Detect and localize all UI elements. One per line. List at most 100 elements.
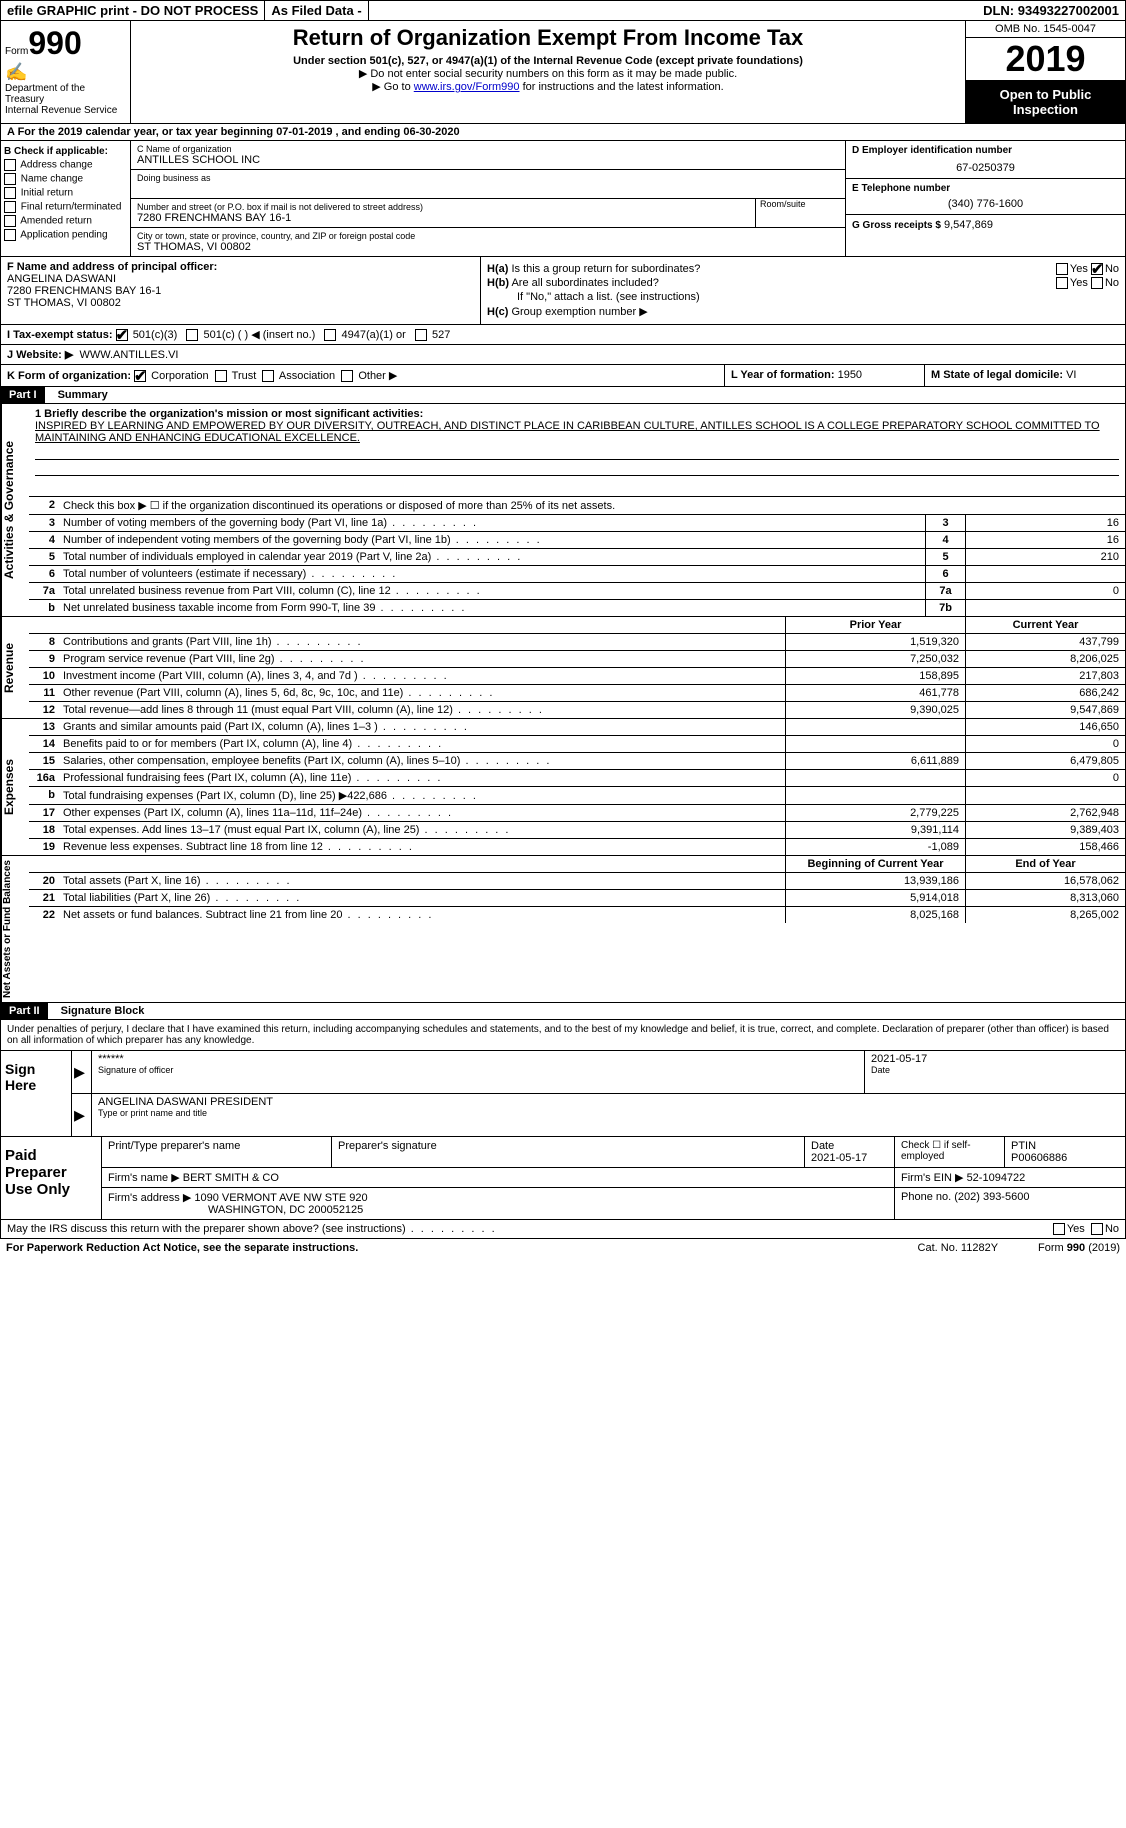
line-num: 15 <box>29 753 59 769</box>
discuss-no[interactable] <box>1091 1223 1103 1235</box>
cb-501c[interactable] <box>186 329 198 341</box>
part2-label: Part II <box>1 1003 48 1019</box>
ha-yes[interactable] <box>1056 263 1068 275</box>
line-desc: Professional fundraising fees (Part IX, … <box>59 770 785 786</box>
gross-value: 9,547,869 <box>944 219 993 231</box>
ha-no[interactable] <box>1091 263 1103 275</box>
line-desc: Investment income (Part VIII, column (A)… <box>59 668 785 684</box>
note2-pre: ▶ Go to <box>372 81 413 93</box>
discuss-yes[interactable] <box>1053 1223 1065 1235</box>
form-word: Form <box>5 46 28 57</box>
paid-preparer-block: Paid Preparer Use Only Print/Type prepar… <box>0 1137 1126 1220</box>
line-num: 12 <box>29 702 59 718</box>
current-val: 8,206,025 <box>965 651 1125 667</box>
cb-other[interactable] <box>341 370 353 382</box>
line-box: 4 <box>925 532 965 548</box>
line-box: 7b <box>925 600 965 616</box>
cb-527[interactable] <box>415 329 427 341</box>
dln-value: 93493227002001 <box>1018 3 1119 18</box>
hb-no[interactable] <box>1091 277 1103 289</box>
part2-header-row: Part II Signature Block <box>0 1003 1126 1020</box>
street-label: Number and street (or P.O. box if mail i… <box>137 202 755 212</box>
open-inspection: Open to Public Inspection <box>966 81 1125 123</box>
firm-addr1: 1090 VERMONT AVE NW STE 920 <box>194 1192 367 1204</box>
line-val: 210 <box>965 549 1125 565</box>
header-left: Form990 ✍ Department of the Treasury Int… <box>1 21 131 123</box>
summary-gov: Activities & Governance 1 Briefly descri… <box>0 404 1126 617</box>
tax-year: 2019 <box>966 38 1125 81</box>
cb-amended[interactable]: Amended return <box>4 215 127 227</box>
gross-label: G Gross receipts $ <box>852 220 941 231</box>
line-val: 16 <box>965 532 1125 548</box>
line-num: 20 <box>29 873 59 889</box>
hb-yes[interactable] <box>1056 277 1068 289</box>
form-subtitle: Under section 501(c), 527, or 4947(a)(1)… <box>135 55 961 67</box>
col-prior: Prior Year <box>785 617 965 633</box>
pointer-icon: ▸ <box>72 1051 92 1093</box>
paid-preparer: Paid Preparer Use Only <box>1 1137 101 1219</box>
prior-val: 461,778 <box>785 685 965 701</box>
cb-address[interactable]: Address change <box>4 159 127 171</box>
sig-officer-label: Signature of officer <box>98 1065 858 1075</box>
fh-row: F Name and address of principal officer:… <box>0 257 1126 325</box>
header-center: Return of Organization Exempt From Incom… <box>131 21 965 123</box>
line-num: 7a <box>29 583 59 599</box>
paperwork: For Paperwork Reduction Act Notice, see … <box>6 1242 358 1254</box>
firm-name-label: Firm's name ▶ <box>108 1172 180 1184</box>
irs-link[interactable]: www.irs.gov/Form990 <box>414 81 520 93</box>
line-desc: Total expenses. Add lines 13–17 (must eq… <box>59 822 785 838</box>
cb-name-label: Name change <box>21 174 83 185</box>
current-val: 217,803 <box>965 668 1125 684</box>
current-val: 0 <box>965 770 1125 786</box>
line-num: 5 <box>29 549 59 565</box>
ssn-note: ▶ Do not enter social security numbers o… <box>135 67 961 80</box>
line-desc: Number of voting members of the governin… <box>59 515 925 531</box>
cb-pending-label: Application pending <box>20 230 107 241</box>
dln-label: DLN: <box>983 3 1014 18</box>
section-ij: I Tax-exempt status: 501(c)(3) 501(c) ( … <box>0 325 1126 365</box>
line-desc: Total revenue—add lines 8 through 11 (mu… <box>59 702 785 718</box>
phone-value: (340) 776-1600 <box>852 194 1119 210</box>
cb-initial-label: Initial return <box>21 188 73 199</box>
line-num: 16a <box>29 770 59 786</box>
line-desc: Net assets or fund balances. Subtract li… <box>59 907 785 923</box>
line2: Check this box ▶ ☐ if the organization d… <box>59 497 1125 514</box>
col-begin: Beginning of Current Year <box>785 856 965 872</box>
officer-name-label: Type or print name and title <box>98 1108 1119 1118</box>
cb-corp[interactable] <box>134 370 146 382</box>
form-header: Form990 ✍ Department of the Treasury Int… <box>0 21 1126 124</box>
current-val: 158,466 <box>965 839 1125 855</box>
form-number: 990 <box>28 25 81 61</box>
street-value: 7280 FRENCHMANS BAY 16-1 <box>137 212 755 224</box>
cb-4947[interactable] <box>324 329 336 341</box>
line-desc: Other expenses (Part IX, column (A), lin… <box>59 805 785 821</box>
current-val: 8,313,060 <box>965 890 1125 906</box>
tab-gov: Activities & Governance <box>1 404 29 616</box>
cb-final[interactable]: Final return/terminated <box>4 201 127 213</box>
sig-date: 2021-05-17 <box>871 1053 1119 1065</box>
part1-label: Part I <box>1 387 45 403</box>
no-label2: No <box>1105 277 1119 289</box>
city-value: ST THOMAS, VI 00802 <box>137 241 839 253</box>
line-desc: Other revenue (Part VIII, column (A), li… <box>59 685 785 701</box>
no3: No <box>1105 1223 1119 1235</box>
tab-exp: Expenses <box>1 719 29 855</box>
prior-val: 13,939,186 <box>785 873 965 889</box>
cb-trust[interactable] <box>215 370 227 382</box>
cb-pending[interactable]: Application pending <box>4 229 127 241</box>
form-990-footer: Form 990 (2019) <box>1038 1242 1120 1254</box>
line-box: 7a <box>925 583 965 599</box>
row-m: M State of legal domicile: VI <box>925 365 1125 386</box>
part1-header-row: Part I Summary <box>0 387 1126 404</box>
hc-label: H(c) <box>487 306 508 318</box>
header-right: OMB No. 1545-0047 2019 Open to Public In… <box>965 21 1125 123</box>
cb-name[interactable]: Name change <box>4 173 127 185</box>
cb-assoc[interactable] <box>262 370 274 382</box>
cb-initial[interactable]: Initial return <box>4 187 127 199</box>
col-c: C Name of organization ANTILLES SCHOOL I… <box>131 141 845 256</box>
summary-rev: Revenue Prior YearCurrent Year 8Contribu… <box>0 617 1126 719</box>
cb-501c3[interactable] <box>116 329 128 341</box>
current-val: 9,547,869 <box>965 702 1125 718</box>
section-bcd: B Check if applicable: Address change Na… <box>0 141 1126 257</box>
section-f: F Name and address of principal officer:… <box>1 257 481 324</box>
